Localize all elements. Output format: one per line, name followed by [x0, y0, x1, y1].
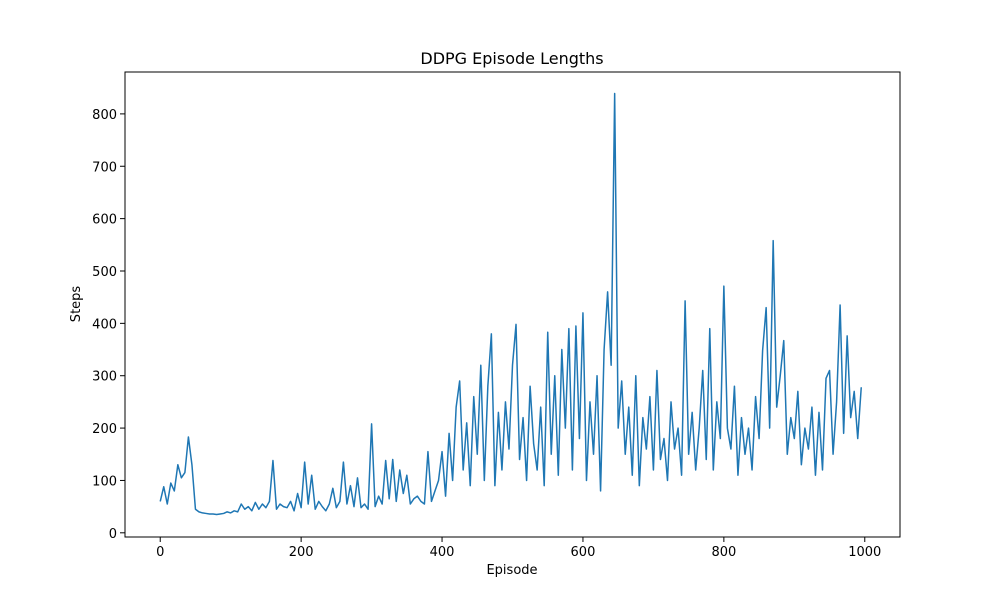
y-tick-label: 800: [92, 108, 117, 123]
data-line: [159, 92, 862, 516]
chart-title: DDPG Episode Lengths: [420, 49, 603, 68]
x-tick-label: 400: [430, 545, 455, 560]
y-axis-label: Steps: [69, 286, 84, 323]
y-tick-label: 100: [92, 474, 117, 489]
x-tick-label: 600: [571, 545, 596, 560]
x-axis-label: Episode: [486, 563, 537, 578]
plot-frame: [124, 71, 901, 538]
y-tick-label: 700: [92, 160, 117, 175]
y-tick-label: 600: [92, 213, 117, 228]
x-tick-label: 1000: [848, 545, 881, 560]
y-tick-label: 300: [92, 370, 117, 385]
y-tick-label: 500: [92, 265, 117, 280]
y-tick-label: 200: [92, 422, 117, 437]
x-tick-label: 0: [156, 545, 164, 560]
x-tick-label: 200: [289, 545, 314, 560]
x-tick-label: 800: [711, 545, 736, 560]
y-tick-label: 400: [92, 317, 117, 332]
y-tick-label: 0: [109, 527, 117, 542]
